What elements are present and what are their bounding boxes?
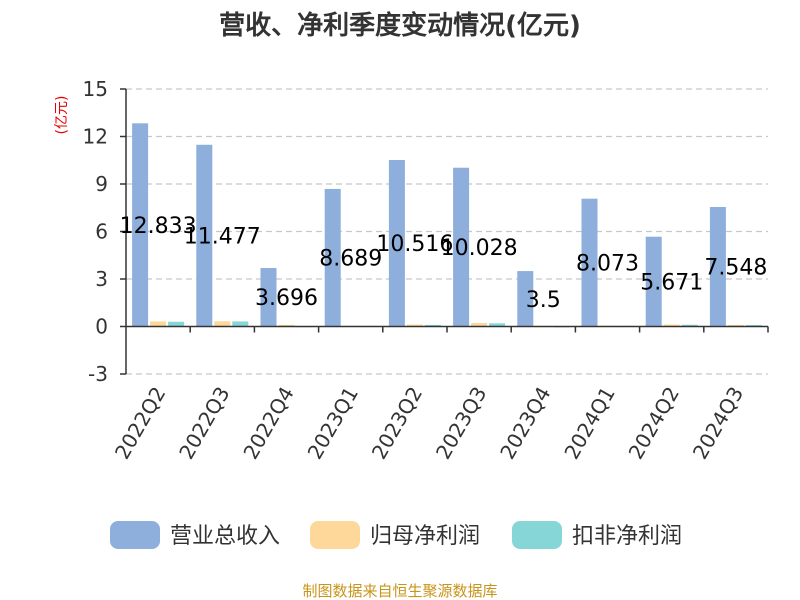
legend-label: 营业总收入	[170, 524, 280, 549]
data-label: 11.477	[184, 225, 261, 250]
x-tick-label: 2023Q2	[367, 383, 427, 464]
data-label: 7.548	[704, 256, 767, 281]
bar-扣非净利润-2023Q2	[424, 324, 441, 327]
bar-营业总收入-2022Q3	[196, 144, 213, 327]
y-tick-label: 6	[95, 220, 108, 244]
data-label: 10.028	[441, 236, 518, 261]
y-tick-label: 15	[83, 77, 108, 101]
data-label: 3.696	[255, 286, 318, 311]
data-label: 3.5	[526, 288, 561, 313]
y-tick-label: -3	[88, 362, 108, 386]
bar-营业总收入-2023Q4	[517, 271, 534, 327]
y-axis-unit-label: (亿元)	[54, 96, 70, 135]
data-label: 5.671	[640, 271, 703, 296]
x-tick-label: 2024Q2	[624, 383, 684, 464]
x-tick-label: 2023Q1	[303, 383, 363, 464]
bar-营业总收入-2024Q1	[581, 198, 598, 327]
y-tick-label: 0	[95, 315, 108, 339]
legend-swatch-归母净利润	[310, 521, 360, 549]
x-tick-label: 2023Q4	[495, 383, 555, 464]
data-source-note: 制图数据来自恒生聚源数据库	[302, 582, 497, 600]
bar-营业总收入-2024Q3	[709, 206, 726, 327]
data-label: 8.689	[319, 247, 382, 272]
data-label: 10.516	[376, 232, 453, 257]
bar-营业总收入-2023Q1	[324, 188, 341, 327]
bar-归母净利润-2023Q2	[406, 324, 423, 327]
bar-营业总收入-2023Q3	[453, 167, 470, 327]
bar-营业总收入-2023Q2	[388, 159, 405, 327]
bar-归母净利润-2022Q4	[278, 324, 295, 327]
bar-扣非净利润-2022Q2	[168, 321, 185, 327]
bar-归母净利润-2024Q2	[663, 324, 680, 327]
chart-title: 营收、净利季度变动情况(亿元)	[219, 10, 581, 41]
x-tick-label: 2022Q2	[110, 383, 170, 464]
bars	[132, 123, 762, 328]
bar-归母净利润-2022Q3	[214, 321, 231, 327]
x-tick-label: 2024Q1	[559, 383, 619, 464]
y-tick-label: 9	[95, 172, 108, 196]
x-tick-label: 2022Q3	[174, 383, 234, 464]
y-tick-label: 3	[95, 267, 108, 291]
bar-归母净利润-2023Q3	[471, 323, 488, 327]
legend-swatch-营业总收入	[110, 521, 160, 549]
bar-归母净利润-2024Q3	[727, 324, 744, 327]
data-label: 8.073	[576, 252, 639, 277]
legend-label: 扣非净利润	[572, 524, 682, 549]
legend-label: 归母净利润	[370, 524, 480, 549]
x-tick-label: 2023Q3	[431, 382, 491, 463]
bar-扣非净利润-2023Q3	[489, 323, 506, 327]
legend-swatch-扣非净利润	[512, 521, 562, 549]
y-tick-label: 12	[83, 125, 108, 149]
bar-营业总收入-2022Q4	[260, 267, 277, 327]
legend: 营业总收入 归母净利润 扣非净利润	[110, 521, 682, 549]
x-tick-label: 2022Q4	[238, 383, 298, 464]
x-tick-label: 2024Q3	[688, 383, 748, 464]
bar-营业总收入-2022Q2	[132, 123, 149, 327]
bar-归母净利润-2022Q2	[150, 321, 167, 327]
bar-扣非净利润-2022Q3	[232, 321, 249, 327]
bar-营业总收入-2024Q2	[645, 236, 662, 327]
bar-扣非净利润-2024Q2	[681, 324, 698, 327]
data-label: 12.833	[120, 214, 197, 239]
